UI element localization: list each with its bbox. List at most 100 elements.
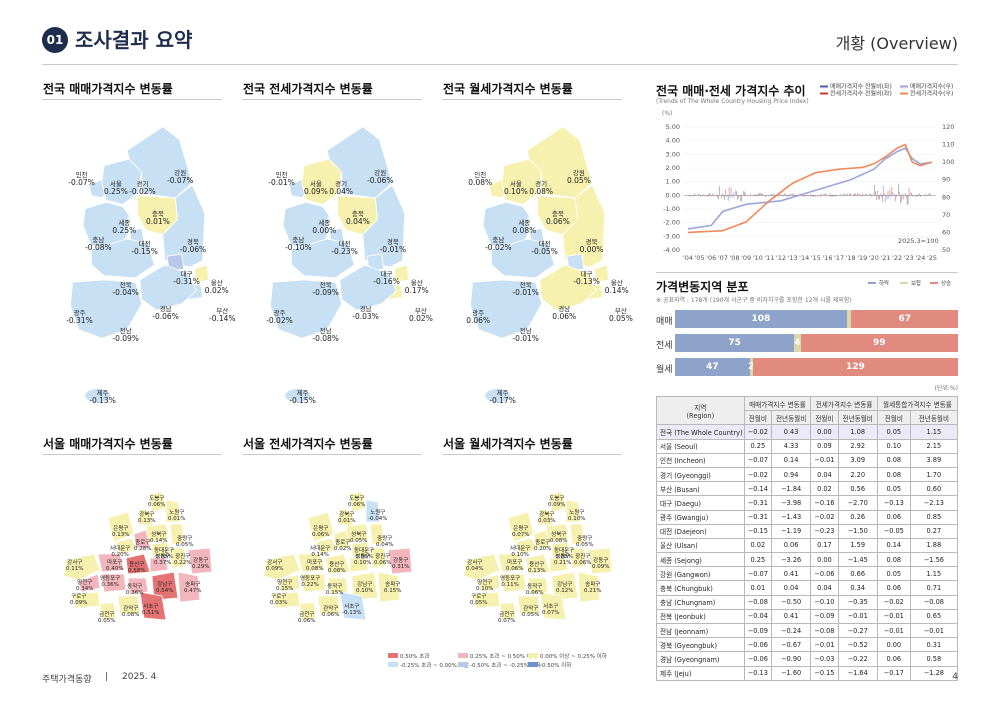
value-cell: −2.70 bbox=[837, 495, 878, 511]
region-충남 bbox=[282, 201, 330, 251]
value-cell: −0.35 bbox=[837, 594, 878, 610]
value-cell: −1.28 bbox=[909, 665, 959, 681]
district-노원구 bbox=[165, 499, 181, 523]
value-cell: −0.17 bbox=[876, 665, 911, 681]
region-전북 bbox=[290, 238, 355, 279]
value-cell: −0.05 bbox=[876, 523, 911, 539]
section-overview-label: 개황 (Overview) bbox=[835, 34, 958, 53]
district-동작구 bbox=[327, 577, 349, 595]
mom-header: 전월비 bbox=[810, 410, 839, 426]
map-label: 세종 0.08% bbox=[512, 218, 537, 235]
table-row: 대구 (Daegu) −0.31 −3.98 −0.16 −2.70 −0.13 −2.13 bbox=[656, 495, 959, 511]
district-label: 강남구 0.12% bbox=[556, 582, 574, 594]
jeonse-korea-map bbox=[269, 126, 410, 403]
value-cell: −0.01 bbox=[876, 608, 911, 625]
district-금천구 bbox=[299, 601, 317, 621]
district-종로구 bbox=[533, 529, 551, 549]
table-row: 서울 (Seoul) 0.25 4.33 0.09 2.92 0.10 2.15 bbox=[656, 438, 959, 454]
district-양천구 bbox=[77, 573, 101, 593]
table-row: 전남 (Jeonnam) −0.09 −0.24 −0.08 −0.27 −0.01 −0.… bbox=[656, 622, 959, 639]
map-label: 대구 -0.31% bbox=[173, 270, 200, 287]
map-label: 전북 -0.04% bbox=[112, 281, 139, 298]
value-cell: −0.01 bbox=[837, 608, 878, 625]
district-label: 관악구 0.08% bbox=[122, 606, 140, 618]
district-관악구 bbox=[517, 595, 541, 615]
district-label: 노원구 -0.04% bbox=[368, 510, 388, 522]
left-tick-label: -4.00 bbox=[663, 246, 680, 254]
district-label: 광진구 0.22% bbox=[174, 554, 192, 566]
district-label: 서초구 -0.13% bbox=[342, 604, 362, 616]
region-전남 bbox=[269, 279, 343, 339]
map-label: 광주 0.06% bbox=[466, 309, 491, 326]
divider bbox=[242, 99, 422, 100]
district-송파구 bbox=[577, 571, 601, 603]
map-label: 세종 0.25% bbox=[112, 218, 137, 235]
table-row: 충남 (Chungnam) −0.08 −0.50 −0.10 −0.35 −0.02 −0… bbox=[656, 594, 959, 610]
district-label: 중랑구 0.05% bbox=[576, 536, 594, 548]
district-label: 양천구 0.15% bbox=[276, 580, 294, 592]
district-label: 종로구 0.02% bbox=[334, 540, 352, 552]
value-cell: 1.70 bbox=[909, 466, 959, 483]
value-cell: −0.14 bbox=[743, 481, 772, 497]
region-jeju bbox=[85, 389, 111, 403]
district-중랑구 bbox=[369, 523, 385, 545]
district-종로구 bbox=[333, 529, 351, 549]
legend-swatch bbox=[528, 653, 538, 658]
map-label: 부산 -0.14% bbox=[209, 307, 236, 324]
table-row: 경남 (Gyeongnam) −0.06 −0.90 −0.03 −0.22 0.06 0.… bbox=[656, 651, 959, 667]
map-label: 경남 -0.06% bbox=[152, 304, 179, 321]
map-label: 경남 -0.03% bbox=[352, 304, 379, 321]
map-label: 인천 -0.07% bbox=[68, 171, 95, 187]
jeonse-index-line bbox=[687, 143, 933, 234]
table-unit: (단위:%) bbox=[934, 385, 958, 392]
value-cell: −3.98 bbox=[770, 495, 812, 511]
district-영등포구 bbox=[501, 573, 527, 593]
yoy-header: 전년동월비 bbox=[909, 410, 959, 426]
sale-header: 매매가격지수 변동률 bbox=[743, 395, 812, 412]
region-충남 bbox=[82, 201, 130, 251]
table-row: 경기 (Gyeonggi) −0.02 0.94 0.04 2.20 0.08 1.70 bbox=[656, 466, 959, 483]
region-name-cell: 대전 (Daejeon) bbox=[656, 523, 745, 539]
value-cell: 0.06 bbox=[876, 580, 911, 596]
trend-chart-title: 전국 매매·전세 가격지수 추이 bbox=[656, 84, 806, 98]
seoul-sale-map bbox=[63, 492, 213, 621]
region-경북 bbox=[162, 184, 206, 268]
header-divider bbox=[42, 64, 958, 65]
x-tick-label: '09 bbox=[741, 254, 751, 262]
distribution-bar-down: 108 bbox=[675, 310, 847, 328]
jeonse-map-title: 전국 전세가격지수 변동률 bbox=[243, 82, 373, 96]
right-tick-label: 50 bbox=[942, 246, 950, 254]
map-label: 광주 -0.02% bbox=[266, 309, 293, 326]
region-name-cell: 경남 (Gyeongnam) bbox=[656, 651, 745, 667]
value-cell: −0.10 bbox=[810, 594, 839, 610]
district-label: 송파구 0.47% bbox=[184, 582, 202, 594]
value-cell: 0.14 bbox=[770, 452, 812, 468]
district-label: 성동구 0.10% bbox=[354, 554, 372, 566]
distribution-bar-flat bbox=[846, 310, 852, 328]
region-경남 bbox=[339, 264, 397, 311]
district-label: 용산구 0.13% bbox=[528, 562, 546, 574]
district-금천구 bbox=[99, 601, 117, 621]
region-header: 지역 (Region) bbox=[656, 395, 745, 426]
right-tick-label: 110 bbox=[942, 141, 954, 149]
map-label: 전남 -0.09% bbox=[112, 326, 139, 343]
x-tick-label: '07 bbox=[718, 254, 728, 262]
rent-korea-map bbox=[469, 126, 610, 403]
region-name-cell: 경기 (Gyeonggi) bbox=[656, 466, 745, 483]
map-label: 경기 0.04% bbox=[329, 179, 354, 196]
value-cell: −1.45 bbox=[837, 552, 878, 568]
map-label: 서울 0.09% bbox=[304, 179, 328, 196]
district-label: 성북구 0.05% bbox=[350, 532, 368, 544]
map-label: 충남 -0.02% bbox=[485, 235, 512, 252]
district-노원구 bbox=[565, 499, 581, 523]
district-label: 영등포구 0.36% bbox=[100, 576, 121, 588]
value-cell: 0.85 bbox=[909, 509, 959, 525]
region-울산 bbox=[393, 264, 410, 283]
district-label: 용산구 0.08% bbox=[328, 562, 346, 574]
divider bbox=[42, 99, 222, 100]
map-label: 강원 0.05% bbox=[567, 168, 591, 185]
region-전북 bbox=[490, 238, 555, 279]
page-title: 조사결과 요약 bbox=[75, 28, 193, 52]
rent-header: 월세통합가격지수 변동률 bbox=[876, 395, 959, 412]
value-cell: 0.02 bbox=[743, 537, 772, 554]
